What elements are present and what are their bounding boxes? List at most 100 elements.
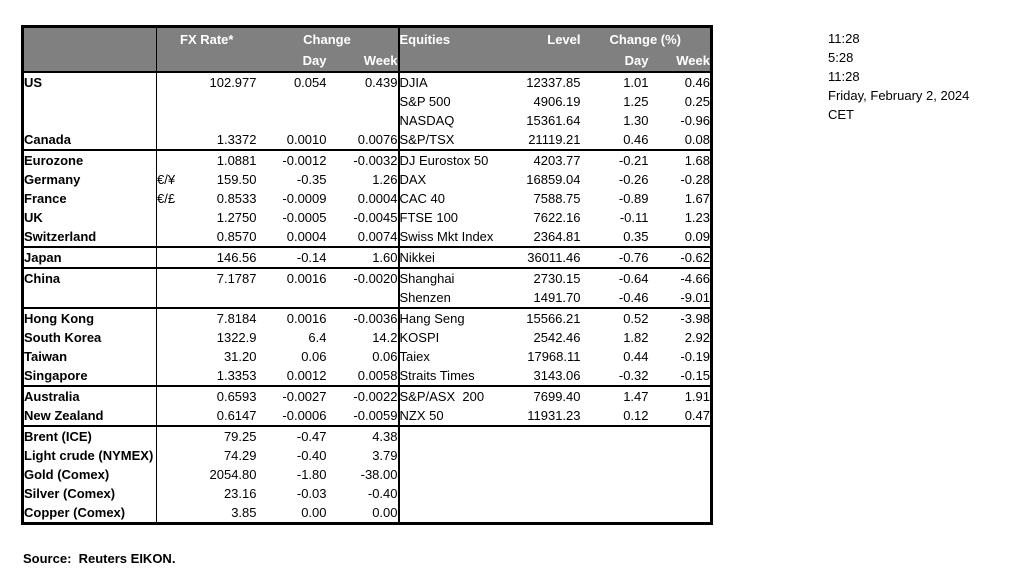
header-fx-day: Day	[256, 50, 327, 73]
fx-change-day: 0.0010	[256, 130, 327, 151]
currency-pair	[157, 328, 195, 347]
equity-name: DAX	[399, 172, 427, 187]
currency-pair	[157, 92, 195, 111]
equity-level: 15361.64	[526, 113, 581, 128]
header-change: Change	[256, 26, 400, 50]
fx-change-week	[326, 92, 400, 111]
equity-change-day: -0.89	[618, 191, 649, 206]
equity-name: DJ Eurostox 50	[399, 153, 489, 168]
fx-change-week: -0.0036	[326, 308, 400, 328]
equity-level: 2730.15	[533, 271, 581, 286]
equity-level: 21119.21	[503, 130, 581, 151]
table-row: Silver (Comex) 23.16 -0.03 -0.40	[22, 484, 712, 503]
fx-change-week: -0.0022	[326, 386, 400, 406]
header-blank-cell	[503, 50, 581, 73]
fx-change-week: 1.26	[326, 170, 400, 189]
fx-change-day: 0.054	[293, 75, 327, 90]
equity-level: 16859.04	[526, 172, 581, 187]
fx-rate-value: 74.29	[223, 448, 257, 463]
currency-pair: €/£	[157, 191, 176, 206]
header-row-1: FX Rate* Change Equities Level Change (%…	[22, 26, 712, 50]
fx-change-week: 3.79	[326, 446, 400, 465]
table-row: Eurozone 1.0881 -0.0012 -0.0032 DJ Eurostox …	[22, 150, 712, 170]
equity-name: S&P 500	[399, 94, 451, 109]
equity-change-week	[649, 465, 712, 484]
table-row: Shenzen 1491.70 -0.46 -9.01	[22, 288, 712, 309]
currency-pair	[156, 130, 195, 151]
equity-change-week: 0.08	[648, 130, 712, 151]
fx-change-day: -0.0009	[282, 191, 327, 206]
currency-pair	[156, 366, 195, 387]
equity-name: Shanghai	[399, 271, 455, 286]
equity-change-day: 1.47	[623, 389, 649, 404]
equity-level: 4203.77	[533, 153, 581, 168]
equity-name: Shenzen	[398, 288, 504, 309]
fx-rate-value: 0.8570	[194, 227, 257, 248]
currency-pair	[157, 446, 195, 465]
fx-change-week: -0.0032	[326, 150, 400, 170]
equity-level: 4906.19	[533, 94, 581, 109]
equity-name	[399, 465, 504, 484]
fx-change-day: 0.0004	[256, 227, 327, 248]
equity-name: Swiss Mkt Index	[398, 227, 504, 248]
equity-change-day: -0.26	[618, 172, 649, 187]
header-blank-cell	[156, 50, 257, 73]
equity-level	[504, 426, 581, 446]
equity-change-week: 0.25	[684, 94, 710, 109]
row-label: Australia	[22, 386, 157, 406]
fx-change-day: 0.00	[301, 505, 327, 520]
equity-level: 7622.16	[533, 210, 581, 225]
fx-change-day: 0.0016	[286, 271, 327, 286]
equity-change-week: 0.09	[648, 227, 712, 248]
fx-change-day: -0.0027	[282, 389, 327, 404]
row-label: Eurozone	[22, 150, 157, 170]
row-label: Hong Kong	[22, 308, 157, 328]
equity-change-week	[649, 446, 712, 465]
fx-rate-value: 0.8533	[216, 191, 257, 206]
fx-rate-value: 79.25	[223, 429, 257, 444]
row-label: New Zealand	[22, 406, 157, 427]
fx-change-day: 6.4	[308, 330, 327, 345]
equity-change-week: 1.23	[684, 210, 710, 225]
fx-change-day	[256, 288, 327, 309]
fx-change-week: -0.0020	[326, 268, 400, 288]
row-label: China	[22, 268, 157, 288]
fx-change-week: 4.38	[326, 426, 400, 446]
equity-change-day: -0.76	[580, 247, 649, 269]
equity-change-day: 1.82	[623, 330, 649, 345]
equity-change-day: 0.46	[580, 130, 649, 151]
timezone-label: CET	[828, 107, 854, 122]
fx-change-week: 14.2	[326, 328, 400, 347]
row-label: Brent (ICE)	[22, 426, 157, 446]
equity-name: DJIA	[399, 75, 428, 90]
row-label: Copper (Comex)	[22, 503, 157, 524]
row-label: Canada	[22, 130, 157, 151]
currency-pair	[156, 288, 195, 309]
currency-pair	[156, 227, 195, 248]
time-local-3: 11:28	[828, 69, 860, 84]
equity-change-week: 1.91	[684, 389, 710, 404]
currency-pair	[156, 406, 195, 427]
equity-change-week: 1.67	[684, 191, 710, 206]
table-row: Switzerland 0.8570 0.0004 0.0074 Swiss Mkt I…	[22, 227, 712, 248]
table-row: UK 1.2750 -0.0005 -0.0045 FTSE 100 7622.16 -0.…	[22, 208, 712, 227]
fx-rate-value	[195, 111, 257, 130]
equity-change-day	[581, 426, 649, 446]
fx-rate-value: 1322.9	[216, 330, 257, 345]
equity-change-day: 1.01	[623, 75, 649, 90]
equity-level: 36011.46	[503, 247, 581, 269]
row-label: Germany	[22, 170, 157, 189]
equity-name: Hang Seng	[399, 311, 465, 326]
currency-pair	[157, 111, 195, 130]
row-label: France	[22, 189, 157, 208]
fx-rate-value: 2054.80	[209, 467, 257, 482]
fx-equities-table: FX Rate* Change Equities Level Change (%…	[21, 25, 713, 525]
header-row-2: Day Week Day Week	[22, 50, 712, 73]
equity-name	[399, 484, 504, 503]
fx-rate-value: 1.3372	[194, 130, 257, 151]
fx-change-day	[257, 111, 327, 130]
table-row: Singapore 1.3353 0.0012 0.0058 Straits Times…	[22, 366, 712, 387]
fx-rate-value: 1.3353	[194, 366, 257, 387]
currency-pair	[157, 484, 195, 503]
